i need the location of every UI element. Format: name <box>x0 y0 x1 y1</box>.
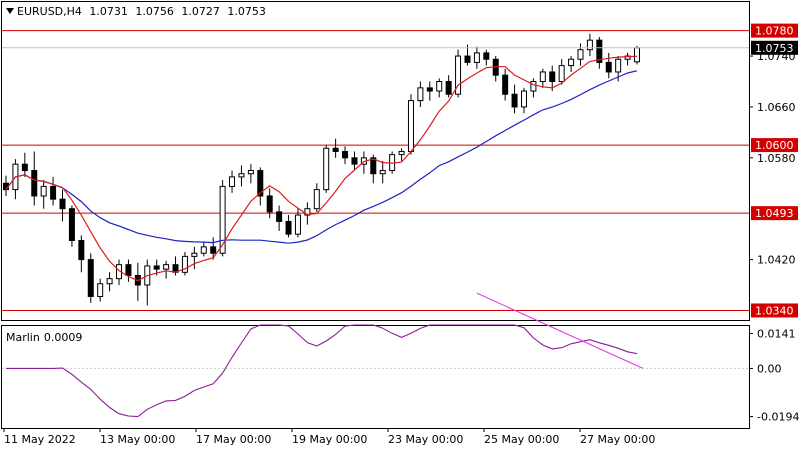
candle-body <box>634 47 640 63</box>
time-label: 17 May 00:00 <box>196 433 271 446</box>
candle-body <box>370 157 377 175</box>
candle-body <box>483 52 490 60</box>
symbol-label: EURUSD,H4 <box>17 5 82 18</box>
candle-body <box>455 55 462 95</box>
candle-body <box>125 264 132 276</box>
candle-body <box>323 147 330 191</box>
time-label: 11 May 2022 <box>4 433 76 446</box>
price-tick-label: 1.0420 <box>757 254 796 267</box>
candle-body <box>558 65 565 82</box>
candle-body <box>229 176 236 187</box>
indicator-value: 0.0009 <box>43 331 83 344</box>
candle-body <box>68 208 75 241</box>
candle-body <box>549 71 556 82</box>
level-label: 1.0493 <box>755 207 794 220</box>
candle-body <box>417 87 424 102</box>
indicator-pane-frame <box>1 325 750 429</box>
candle-body <box>342 150 349 159</box>
candle-body <box>379 170 386 175</box>
low-value: 1.0727 <box>181 5 220 18</box>
candle-body <box>31 170 38 197</box>
candle-body <box>530 81 537 92</box>
time-label: 13 May 00:00 <box>100 433 175 446</box>
candle-body <box>426 87 433 92</box>
candle-body <box>181 255 188 273</box>
current-price-box <box>751 40 798 55</box>
candle-body <box>285 220 292 235</box>
indicator-tick-label: 0.00 <box>757 362 782 375</box>
candle-body <box>568 58 575 67</box>
candle-body <box>78 240 85 261</box>
candle-body <box>59 198 66 210</box>
price-tick-label: 1.0660 <box>757 101 796 114</box>
current-price-label: 1.0753 <box>755 42 794 55</box>
candle-body <box>294 214 301 235</box>
candle-body <box>219 185 226 254</box>
time-label: 27 May 00:00 <box>580 433 655 446</box>
time-label: 23 May 00:00 <box>388 433 463 446</box>
level-label-box <box>751 303 798 318</box>
close-value: 1.0753 <box>227 5 266 18</box>
candle-body <box>257 170 264 197</box>
indicator-tick-label: -0.0194 <box>757 411 799 424</box>
candle-body <box>21 163 28 172</box>
candle-body <box>276 211 283 222</box>
candle-body <box>238 173 245 178</box>
fast-ma-line <box>5 55 638 282</box>
candle-body <box>87 259 94 297</box>
indicator-header: Marlin 0.0009 <box>6 331 86 344</box>
level-label-box <box>751 138 798 153</box>
candle-body <box>40 185 47 197</box>
high-value: 1.0756 <box>135 5 174 18</box>
slow-ma-line <box>5 70 638 244</box>
divergence-line <box>476 292 644 369</box>
oscillator-line <box>6 324 638 418</box>
candle-body <box>615 58 622 73</box>
candle-body <box>247 170 254 175</box>
level-label: 1.0600 <box>755 139 794 152</box>
time-label: 25 May 00:00 <box>484 433 559 446</box>
candle-body <box>153 265 160 270</box>
candle-body <box>398 150 405 156</box>
candle-body <box>586 39 593 51</box>
candle-body <box>577 49 584 60</box>
indicator-name: Marlin <box>6 331 40 344</box>
candle-body <box>407 100 414 152</box>
main-pane-frame <box>1 1 750 321</box>
candle-body <box>520 90 527 108</box>
candle-body <box>313 189 320 210</box>
candle-body <box>332 147 339 152</box>
indicator-tick-label: 0.0141 <box>757 327 796 340</box>
candle-body <box>539 71 546 82</box>
candle-body <box>351 157 358 165</box>
open-value: 1.0731 <box>89 5 128 18</box>
level-label: 1.0340 <box>755 304 794 317</box>
candle-body <box>511 93 518 108</box>
level-label-box <box>751 23 798 38</box>
candle-body <box>473 52 480 63</box>
time-label: 19 May 00:00 <box>292 433 367 446</box>
candle-body <box>210 246 217 254</box>
candle-body <box>502 74 509 95</box>
candle-body <box>445 81 452 95</box>
dropdown-triangle-icon[interactable] <box>6 8 14 14</box>
candle-body <box>596 39 603 63</box>
candle-body <box>97 283 104 297</box>
candle-body <box>50 185 57 200</box>
level-label: 1.0780 <box>755 25 794 38</box>
price-tick-label: 1.0580 <box>757 152 796 165</box>
candle-body <box>266 195 273 213</box>
candle-body <box>106 278 113 285</box>
candle-body <box>163 264 170 270</box>
level-label-box <box>751 206 798 221</box>
candle-body <box>605 61 612 73</box>
candle-body <box>436 81 443 92</box>
candle-body <box>191 252 198 257</box>
candle-body <box>464 55 471 63</box>
chart-header: EURUSD,H4 1.0731 1.0756 1.0727 1.0753 <box>6 5 270 18</box>
candle-body <box>200 246 207 254</box>
